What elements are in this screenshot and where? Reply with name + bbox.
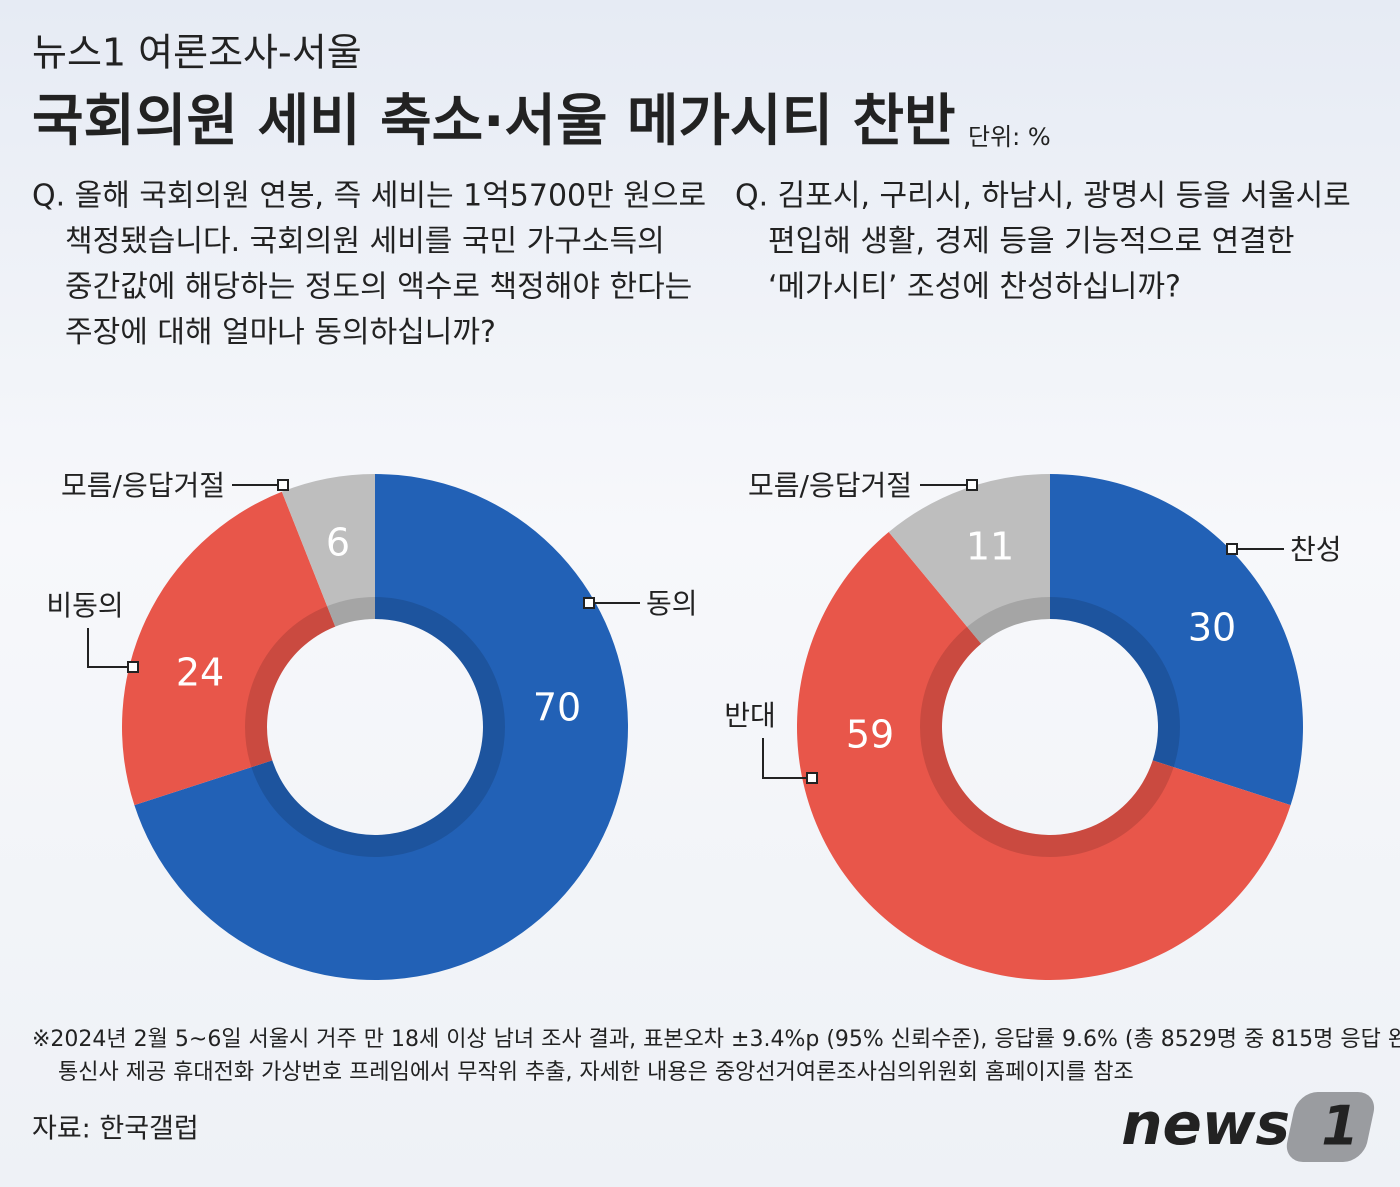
value-label: 24 [176, 651, 224, 695]
leader-line [762, 738, 812, 779]
donut-slice [797, 532, 1291, 980]
question: Q. 김포시, 구리시, 하남시, 광명시 등을 서울시로 [735, 179, 1351, 214]
leader-square [277, 479, 289, 491]
donut-slice [134, 474, 629, 981]
value-label: 11 [966, 525, 1014, 569]
value-label: 59 [846, 713, 894, 757]
leader-square [127, 661, 139, 673]
footnote: 통신사 제공 휴대전화 가상번호 프레임에서 무작위 추출, 자세한 내용은 중… [58, 1060, 1134, 1085]
question: 편입해 생활, 경제 등을 기능적으로 연결한 [768, 224, 1294, 259]
source: 자료: 한국갤럽 [32, 1114, 199, 1145]
question: 중간값에 해당하는 정도의 액수로 책정해야 한다는 [65, 270, 692, 305]
question: 책정됐습니다. 국회의원 세비를 국민 가구소득의 [65, 224, 665, 259]
leader-square [806, 772, 818, 784]
donut-slice [281, 474, 375, 627]
logo-mark: 1 [1321, 1095, 1359, 1158]
value-label: 70 [533, 686, 581, 730]
inner-shade [245, 597, 505, 857]
value-label: 30 [1188, 606, 1236, 650]
category-label: 비동의 [46, 589, 123, 622]
leader-square [966, 479, 978, 491]
question: ‘메가시티’ 조성에 찬성하십니까? [768, 270, 1181, 305]
unit: 단위: % [968, 123, 1051, 151]
donut-slice [1050, 474, 1304, 806]
category-label: 반대 [724, 699, 776, 732]
inner-shade [920, 597, 1180, 857]
kicker: 뉴스1 여론조사-서울 [32, 31, 362, 75]
donut-slice [122, 491, 336, 806]
leader-square [1226, 543, 1238, 555]
leader-line [87, 628, 133, 668]
donut-slice [888, 474, 1050, 644]
leader-square [583, 597, 595, 609]
category-label: 동의 [646, 587, 698, 620]
value-label: 6 [326, 521, 350, 565]
title: 국회의원 세비 축소·서울 메가시티 찬반 [32, 89, 956, 154]
logo-badge [1286, 1092, 1375, 1162]
category-label: 모름/응답거절 [61, 469, 225, 502]
question: Q. 올해 국회의원 연봉, 즉 세비는 1억5700만 원으로 [32, 179, 706, 214]
logo-word: news [1121, 1090, 1290, 1158]
footnote: ※2024년 2월 5~6일 서울시 거주 만 18세 이상 남녀 조사 결과,… [32, 1027, 1400, 1052]
category-label: 모름/응답거절 [748, 469, 912, 502]
question: 주장에 대해 얼마나 동의하십니까? [65, 315, 496, 350]
category-label: 찬성 [1290, 533, 1342, 566]
